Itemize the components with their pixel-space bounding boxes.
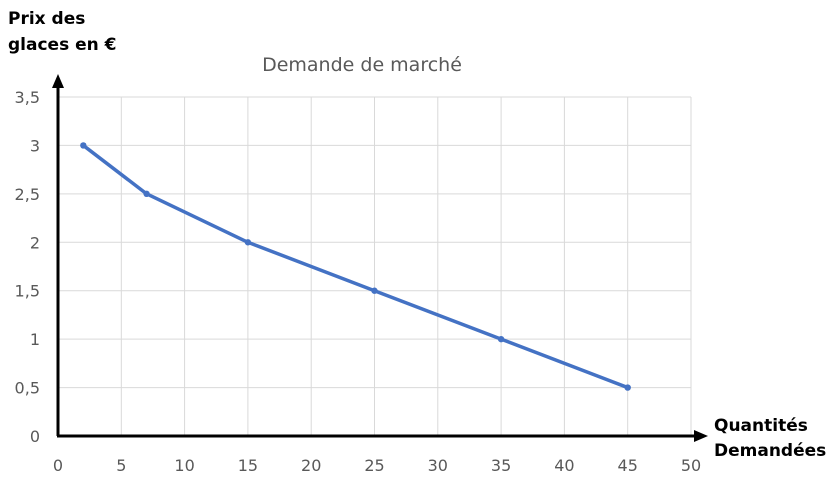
axes [52, 74, 708, 442]
x-axis-arrow-icon [694, 430, 708, 442]
y-tick-label: 3,5 [15, 88, 40, 107]
y-tick-label: 2 [30, 233, 40, 252]
y-axis-label: Prix des glaces en € [8, 6, 148, 58]
data-point [624, 384, 631, 391]
x-axis-label-line-1: Quantités [714, 416, 808, 436]
data-point [371, 287, 378, 294]
series-layer [80, 142, 631, 391]
x-tick-label: 30 [428, 456, 448, 475]
y-axis-label-line-1: Prix des [8, 9, 86, 29]
y-axis-arrow-icon [52, 74, 64, 88]
x-tick-label: 45 [618, 456, 638, 475]
y-tick-label: 2,5 [15, 185, 40, 204]
x-tick-label: 20 [301, 456, 321, 475]
x-tick-labels: 0 5 10 15 20 25 30 35 40 45 50 [53, 456, 701, 475]
x-tick-label: 50 [681, 456, 701, 475]
y-tick-label: 0 [30, 427, 40, 446]
y-tick-label: 1 [30, 330, 40, 349]
grid [58, 96, 692, 436]
data-point [80, 142, 87, 149]
x-tick-label: 0 [53, 456, 63, 475]
chart-title: Demande de marché [262, 54, 462, 76]
y-tick-label: 3 [30, 136, 40, 155]
series-line [81, 143, 630, 390]
x-tick-label: 40 [554, 456, 574, 475]
y-tick-label: 1,5 [15, 282, 40, 301]
data-point [497, 335, 505, 343]
y-tick-label: 0,5 [15, 379, 40, 398]
y-tick-labels: 0 0,5 1 1,5 2 2,5 3 3,5 [15, 88, 40, 446]
x-tick-label: 15 [238, 456, 258, 475]
x-tick-label: 10 [174, 456, 194, 475]
data-point [143, 190, 150, 198]
data-point [244, 239, 252, 246]
y-axis-label-line-2: glaces en € [8, 35, 117, 55]
x-tick-label: 35 [491, 456, 511, 475]
x-axis-label-line-2: Demandées [714, 441, 827, 461]
x-tick-label: 5 [116, 456, 126, 475]
x-tick-label: 25 [364, 456, 384, 475]
x-axis-label: Quantités Demandées [714, 414, 826, 464]
